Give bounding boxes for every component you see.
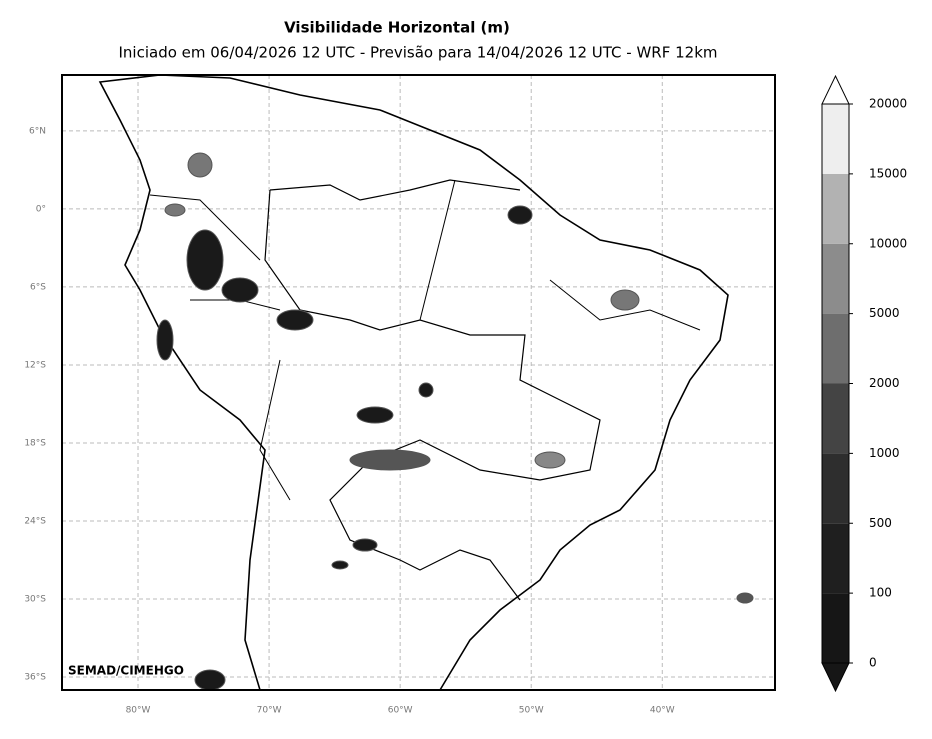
lon-label: 70°W [257,706,282,716]
lat-label: 0° [36,204,46,214]
lat-label: 6°S [30,282,46,292]
colorbar-band [822,453,849,524]
colorbar: 0 100 500 1000 2000 5000 10000 15000 20000 [821,74,907,693]
colorbar-label: 15000 [869,166,907,180]
lat-label: 12°S [24,360,46,370]
lat-label: 24°S [24,516,46,526]
subtitle: Iniciado em 06/04/2026 12 UTC - Previsão… [118,44,717,62]
lon-label: 50°W [519,706,544,716]
credit: SEMAD/CIMEHGO [68,664,184,678]
colorbar-label: 20000 [869,97,907,111]
colorbar-band [822,383,849,454]
colorbar-label: 10000 [869,236,907,250]
title: Visibilidade Horizontal (m) [284,19,510,37]
colorbar-extend-max [821,74,850,105]
colorbar-band [822,243,849,314]
colorbar-label: 0 [869,656,877,670]
grid [62,75,775,690]
lat-label: 30°S [24,594,46,604]
colorbar-band [822,104,849,174]
lon-label: 40°W [650,706,675,716]
lat-label: 6°N [29,126,46,136]
lat-label: 36°S [24,672,46,682]
colorbar-label: 5000 [869,306,900,320]
colorbar-extend-min [821,662,850,693]
lat-label: 18°S [24,438,46,448]
colorbar-band [822,593,849,663]
colorbar-band [822,173,849,244]
colorbar-band [822,313,849,384]
colorbar-band [822,523,849,594]
map-frame [61,74,776,691]
colorbar-label: 1000 [869,446,900,460]
colorbar-label: 2000 [869,376,900,390]
lon-label: 80°W [126,706,151,716]
colorbar-label: 500 [869,516,892,530]
visibility-blobs [156,152,754,691]
colorbar-label: 100 [869,586,892,600]
lon-label: 60°W [388,706,413,716]
